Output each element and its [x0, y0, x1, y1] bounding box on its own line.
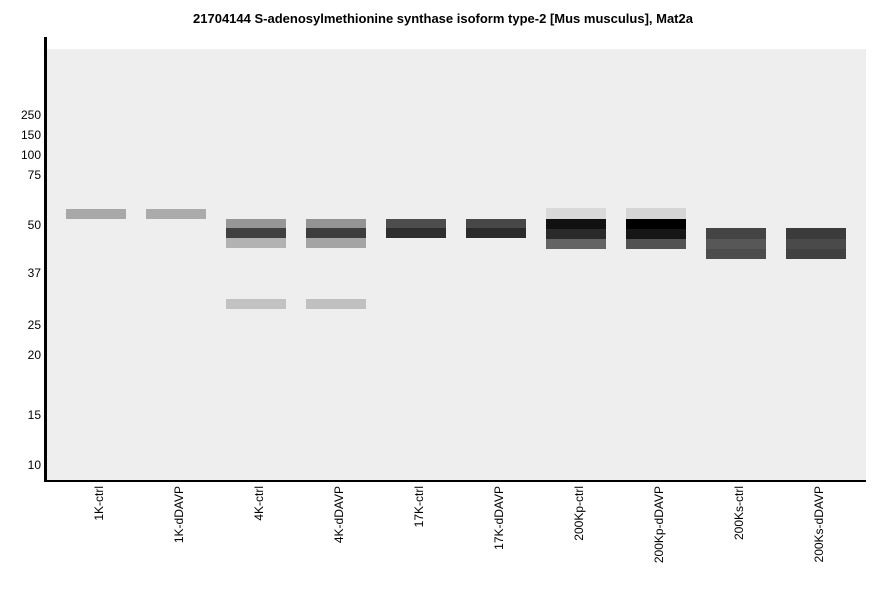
- gel-band-lane7-2: [546, 219, 606, 229]
- lane-label-17K-ctrl: 17K-ctrl: [412, 486, 426, 528]
- mw-marker-label-150: 150: [20, 128, 41, 142]
- mw-marker-label-75: 75: [27, 168, 41, 182]
- gel-band-lane8-3: [626, 229, 686, 239]
- gel-band-lane4-2: [306, 228, 366, 238]
- lane-label-200Ks-dDAVP: 200Ks-dDAVP: [812, 486, 826, 563]
- lane-label-17K-dDAVP: 17K-dDAVP: [492, 486, 506, 550]
- mw-marker-label-25: 25: [27, 318, 41, 332]
- gel-band-lane6-1: [466, 219, 526, 228]
- mw-marker-label-10: 10: [27, 458, 41, 472]
- gel-band-lane3-1: [226, 219, 286, 228]
- gel-band-lane3-3: [226, 238, 286, 248]
- gel-band-lane6-2: [466, 228, 526, 238]
- mw-marker-label-15: 15: [27, 408, 41, 422]
- lane-label-200Ks-ctrl: 200Ks-ctrl: [732, 486, 746, 541]
- mw-marker-label-250: 250: [20, 108, 41, 122]
- mw-marker-label-50: 50: [27, 218, 41, 232]
- mw-marker-label-20: 20: [27, 348, 41, 362]
- gel-band-lane7-1: [546, 208, 606, 219]
- gel-band-lane4-4: [306, 299, 366, 309]
- gel-band-lane5-1: [386, 219, 446, 228]
- gel-band-lane5-2: [386, 228, 446, 238]
- gel-band-lane7-3: [546, 229, 606, 239]
- gel-band-lane3-4: [226, 299, 286, 309]
- gel-band-lane1-1: [66, 209, 126, 219]
- gel-area: [47, 49, 866, 480]
- gel-band-lane10-1: [786, 228, 846, 239]
- gel-band-lane8-4: [626, 239, 686, 249]
- mw-marker-label-100: 100: [20, 148, 41, 162]
- x-axis-line: [44, 479, 866, 482]
- gel-band-lane3-2: [226, 228, 286, 238]
- chart-title: 21704144 S-adenosylmethionine synthase i…: [193, 11, 693, 26]
- lane-label-4K-ctrl: 4K-ctrl: [252, 486, 266, 521]
- gel-band-lane8-2: [626, 219, 686, 229]
- gel-band-lane10-3: [786, 249, 846, 259]
- gel-band-lane4-1: [306, 219, 366, 228]
- y-axis-line: [44, 37, 47, 482]
- gel-band-lane9-3: [706, 249, 766, 259]
- gel-band-lane9-2: [706, 239, 766, 249]
- gel-band-lane7-4: [546, 239, 606, 249]
- lane-label-4K-dDAVP: 4K-dDAVP: [332, 486, 346, 544]
- gel-band-lane8-1: [626, 208, 686, 219]
- mw-marker-label-37: 37: [27, 266, 41, 280]
- lane-label-200Kp-dDAVP: 200Kp-dDAVP: [652, 486, 666, 564]
- lane-label-200Kp-ctrl: 200Kp-ctrl: [572, 486, 586, 541]
- gel-band-lane10-2: [786, 239, 846, 249]
- gel-band-lane9-1: [706, 228, 766, 239]
- gel-band-lane2-1: [146, 209, 206, 219]
- lane-label-1K-dDAVP: 1K-dDAVP: [172, 486, 186, 544]
- gel-band-lane4-3: [306, 238, 366, 248]
- lane-label-1K-ctrl: 1K-ctrl: [92, 486, 106, 521]
